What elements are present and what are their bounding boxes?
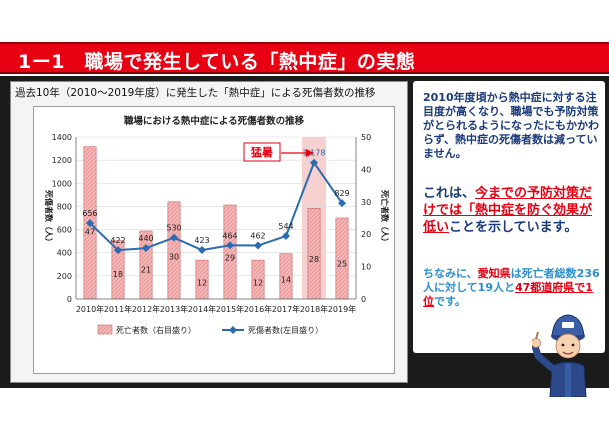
- y-left-tick-label: 1400: [52, 133, 72, 142]
- line-series: [89, 160, 343, 252]
- chart-card: 過去10年（2010〜2019年度）に発生した「熱中症」による死傷者数の推移 4…: [10, 81, 408, 383]
- legend-label-line: 死傷者数(左目盛り）: [248, 325, 323, 335]
- p2-lead: これは、: [423, 186, 476, 201]
- y-left-tick-label: 0: [67, 295, 72, 304]
- bar-value-label: 18: [113, 270, 123, 279]
- y-right-tick-label: 40: [361, 165, 371, 174]
- line-value-label: 440: [138, 234, 153, 243]
- callout-paragraph-2: これは、今までの予防対策だけでは「熱中症を防ぐ効果が低いことを示しています。: [423, 185, 601, 236]
- page-title: 1ー1 職場で発生している「熱中症」の実態: [18, 51, 416, 73]
- p3-prefecture: 愛知県: [477, 267, 511, 280]
- chart-title: 職場における熱中症による死傷者数の推移: [124, 115, 305, 127]
- bar: [307, 207, 321, 300]
- y-left-tick-label: 600: [57, 226, 72, 235]
- y-right-tick-label: 10: [361, 263, 371, 272]
- bar-value-label: 14: [281, 276, 291, 285]
- y-left-tick-label: 200: [57, 272, 72, 281]
- line-point: [254, 241, 262, 250]
- x-tick-label: 2018年: [300, 304, 328, 314]
- y-axis-right-label: 死亡者数（人）: [380, 189, 390, 246]
- line-value-label: 462: [250, 232, 265, 241]
- line-point: [282, 232, 290, 241]
- bar-value-label: 12: [197, 279, 207, 288]
- p3-mid: は死亡者総数236人に対して19人と: [423, 267, 600, 294]
- line-value-label: 422: [110, 236, 125, 245]
- y-left-tick-label: 1000: [52, 179, 72, 188]
- line-point: [86, 219, 94, 228]
- bar-value-label: 12: [253, 279, 263, 288]
- p3-rank: 47都道府県で1位: [423, 281, 593, 308]
- y-right-tick-label: 0: [361, 295, 366, 304]
- x-tick-label: 2011年: [104, 304, 132, 314]
- bar: [223, 204, 237, 300]
- x-tick-label: 2012年: [132, 304, 160, 314]
- line-point: [142, 244, 150, 253]
- line-point: [310, 158, 318, 167]
- explanation-callout: 2010年度頃から熱中症に対する注目度が高くなり、職場でも予防対策がとられるよう…: [413, 81, 605, 353]
- chart-frame: 47 18 21 30 12 29 12 14 28 25 656 422 440 530 423 464 4…: [33, 106, 395, 374]
- callout-paragraph-1: 2010年度頃から熱中症に対する注目度が高くなり、職場でも予防対策がとられるよう…: [423, 91, 599, 160]
- bar-value-label: 29: [225, 254, 235, 263]
- y-left-tick-label: 400: [57, 249, 72, 258]
- line-point: [198, 246, 206, 255]
- bar-series: 47 18 21 30 12 29 12 14 28 25: [83, 146, 349, 300]
- p3-lead: ちなみに、: [423, 267, 478, 280]
- y-left-tick-label: 1200: [52, 156, 72, 165]
- line-value-label: 544: [278, 222, 293, 231]
- x-tick-label: 2017年: [272, 304, 300, 314]
- line-value-label: 829: [334, 189, 349, 198]
- x-tick-label: 2010年: [76, 304, 104, 314]
- y-right-tick-label: 50: [361, 133, 371, 142]
- x-tick-label: 2015年: [216, 304, 244, 314]
- line-value-label: 423: [194, 236, 209, 245]
- line-point: [338, 199, 346, 208]
- line-value-label: 1,178: [303, 149, 326, 158]
- p2-tail: ことを示しています。: [449, 220, 578, 235]
- p2-emphasis: 今までの予防対策だけでは「熱中症を防ぐ効果が低い: [423, 186, 593, 235]
- title-bar: 1ー1 職場で発生している「熱中症」の実態: [0, 42, 609, 74]
- heat-wave-annotation: 猛暑: [243, 142, 314, 162]
- y-right-tick-label: 20: [361, 230, 371, 239]
- y-axis-left-label: 死傷者数（人）: [44, 189, 54, 246]
- x-tick-label: 2014年: [188, 304, 216, 314]
- x-tick-label: 2016年: [244, 304, 272, 314]
- legend-label-bar: 死亡者数（右目盛り）: [116, 325, 196, 335]
- chart-axes: 0 200 400 600 800 1000 1200 1400 0 10 20 30 40 50 2010…: [52, 133, 372, 314]
- bar-value-label: 21: [141, 265, 151, 274]
- line-point: [226, 241, 234, 250]
- y-left-tick-label: 800: [57, 202, 72, 211]
- x-tick-label: 2019年: [328, 304, 356, 314]
- legend-swatch-bar: [97, 324, 113, 335]
- chart-card-title: 過去10年（2010〜2019年度）に発生した「熱中症」による死傷者数の推移: [15, 87, 376, 99]
- bar-value-label: 47: [85, 227, 95, 236]
- line-point: [170, 233, 178, 242]
- p3-tail: です。: [434, 295, 466, 308]
- bar-value-label: 25: [337, 260, 347, 269]
- line-markers: 656 422 440 530 423 464 462 544 1,178 829: [82, 149, 350, 255]
- line-value-label: 656: [82, 209, 97, 218]
- worker-mascot-icon: [532, 314, 587, 397]
- line-value-label: 464: [222, 231, 237, 240]
- bar: [335, 217, 349, 300]
- chart-legend: 死亡者数（右目盛り） 死傷者数(左目盛り）: [97, 324, 323, 335]
- line-point: [114, 246, 122, 255]
- x-tick-label: 2013年: [160, 304, 188, 314]
- y-right-tick-label: 30: [361, 198, 371, 207]
- bar: [167, 201, 181, 300]
- annotation-label: 猛暑: [250, 145, 273, 159]
- callout-paragraph-3: ちなみに、愛知県は死亡者総数236人に対して19人と47都道府県で1位です。: [423, 267, 601, 309]
- line-value-label: 530: [166, 224, 181, 233]
- bar-value-label: 30: [169, 252, 179, 261]
- legend-marker-line: [229, 326, 237, 334]
- bar-value-label: 28: [309, 255, 319, 264]
